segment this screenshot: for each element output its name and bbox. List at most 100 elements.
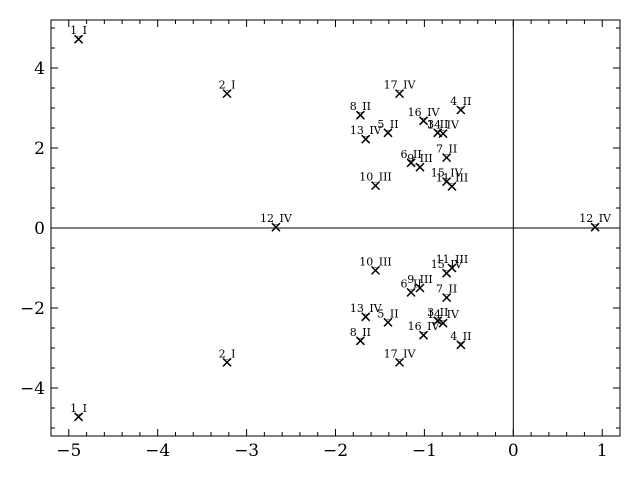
x-tick-label: −1	[412, 441, 437, 461]
point-marker	[447, 181, 457, 191]
point-marker	[222, 89, 232, 99]
point-marker	[415, 162, 425, 172]
point-marker	[370, 181, 381, 191]
x-tick-labels: −5 −4 −3 −2 −1 0 1	[56, 441, 607, 461]
y-tick-labels: −4 −2 0 2 4	[20, 59, 45, 399]
x-tick-label: −3	[234, 441, 259, 461]
x-tick-label: −5	[56, 441, 81, 461]
data-point: 16_IV	[408, 106, 441, 126]
data-point: 1_I	[70, 24, 87, 44]
data-point: 11_III	[436, 171, 469, 191]
point-marker	[418, 330, 429, 340]
data-point: 6_II	[400, 148, 422, 168]
point-marker	[74, 412, 84, 422]
point-label: 16_IV	[408, 106, 441, 119]
data-point: 16_IV	[408, 320, 441, 340]
point-label: 6_II	[400, 148, 421, 161]
x-tick-label: 0	[508, 441, 519, 461]
data-point: 15_IV	[431, 258, 464, 278]
point-label: 5_II	[377, 307, 398, 320]
data-point: 17_IV	[384, 79, 417, 99]
point-marker	[438, 129, 448, 139]
point-label: 13_IV	[350, 302, 383, 315]
point-label: 2_I	[219, 347, 236, 360]
x-tick-label: 1	[597, 441, 608, 461]
y-tick-label: −4	[20, 379, 45, 399]
axis-ticks	[50, 20, 621, 436]
point-label: 11_III	[436, 171, 469, 184]
y-tick-label: 2	[34, 139, 45, 159]
data-point: 1_I	[70, 402, 87, 422]
point-label: 1_I	[70, 24, 87, 37]
data-point: 8_II	[350, 326, 371, 346]
data-point: 14_IV	[427, 308, 460, 328]
data-point: 12_IV	[260, 212, 293, 232]
point-label: 2_I	[219, 79, 236, 92]
x-tick-label: −4	[145, 441, 170, 461]
point-label: 6_II	[400, 277, 421, 290]
y-tick-label: 4	[34, 59, 45, 79]
point-label: 1_I	[70, 402, 87, 415]
point-label: 9_III	[407, 152, 433, 165]
point-marker	[394, 357, 405, 367]
data-point: 4_II	[450, 95, 471, 115]
point-label: 17_IV	[384, 79, 417, 92]
point-label: 17_IV	[384, 347, 417, 360]
data-point: 9_III	[407, 152, 433, 172]
point-label: 10_III	[359, 255, 392, 268]
point-marker	[442, 153, 452, 163]
point-marker	[222, 357, 232, 367]
point-label: 14_IV	[427, 308, 460, 321]
point-label: 7_II	[436, 283, 457, 296]
data-point: 3_II	[427, 306, 448, 326]
data-point: 7_II	[436, 143, 457, 163]
data-point: 4_II	[450, 330, 471, 350]
point-label: 8_II	[350, 100, 371, 113]
point-marker	[74, 34, 84, 44]
point-label: 15_IV	[431, 258, 464, 271]
point-label: 14_IV	[427, 119, 460, 132]
point-label: 12_IV	[579, 212, 612, 225]
data-point: 5_II	[377, 118, 399, 138]
point-marker	[438, 318, 448, 328]
point-marker	[442, 177, 452, 187]
point-marker	[271, 222, 281, 232]
data-point: 5_II	[377, 307, 399, 327]
point-marker	[590, 222, 600, 232]
data-point: 13_IV	[350, 302, 383, 322]
point-marker	[355, 336, 365, 346]
point-marker	[361, 134, 371, 144]
point-label: 3_II	[427, 118, 448, 131]
data-point: 12_IV	[579, 212, 612, 232]
point-label: 5_II	[377, 118, 398, 131]
data-point: 14_IV	[427, 119, 460, 139]
point-marker	[394, 89, 405, 99]
point-label: 9_III	[407, 273, 433, 286]
data-point: 2_I	[219, 347, 236, 367]
point-marker	[370, 265, 381, 275]
point-marker	[433, 316, 443, 326]
point-marker	[442, 268, 452, 278]
data-point: 6_II	[400, 277, 422, 297]
data-point: 13_IV	[350, 124, 383, 144]
point-marker	[456, 105, 466, 115]
point-label: 11_III	[436, 253, 469, 266]
point-label: 7_II	[436, 143, 457, 156]
point-label: 16_IV	[408, 320, 441, 333]
point-label: 10_III	[359, 171, 392, 184]
data-point: 2_I	[219, 79, 236, 99]
point-marker	[383, 128, 393, 138]
data-point: 10_III	[359, 255, 392, 275]
point-label: 3_II	[427, 306, 448, 319]
point-label: 4_II	[450, 330, 471, 343]
point-marker	[456, 340, 466, 350]
point-marker	[361, 312, 371, 322]
point-marker	[415, 283, 425, 293]
point-label: 15_IV	[431, 167, 464, 180]
point-label: 12_IV	[260, 212, 293, 225]
point-marker	[406, 158, 416, 168]
point-label: 13_IV	[350, 124, 383, 137]
data-point: 9_III	[407, 273, 433, 293]
y-tick-label: −2	[20, 299, 45, 319]
point-label: 4_II	[450, 95, 471, 108]
